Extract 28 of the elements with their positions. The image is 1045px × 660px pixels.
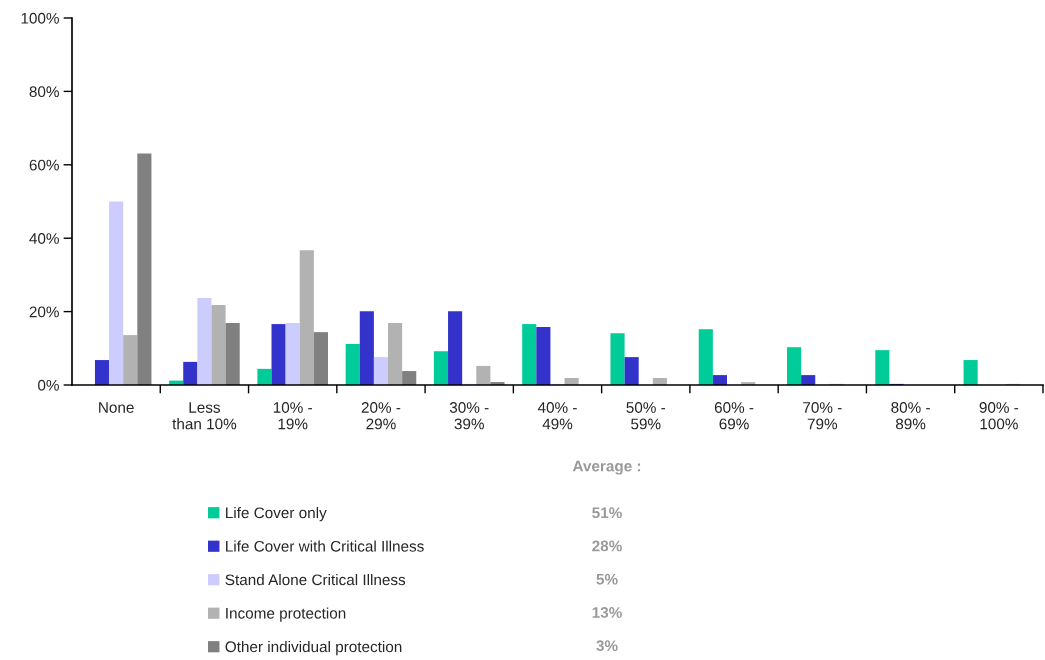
- legend-label: Life Cover with Critical Illness: [226, 540, 424, 552]
- text: 13%: [592, 607, 622, 618]
- legend-label: Other individual protection: [225, 640, 402, 656]
- x-tick-label: 80% - 89%: [891, 402, 930, 430]
- y-tick-label: 40%: [29, 233, 59, 244]
- x-tick-label: 40% - 49%: [537, 402, 577, 430]
- legend-label: Stand Alone Critical Illness: [225, 573, 406, 586]
- x-tick-label: 10% - 19%: [273, 402, 312, 430]
- x-tick-label: 30% - 39%: [449, 402, 489, 430]
- x-tick-label: Less than 10%: [172, 402, 237, 430]
- text: Average :: [572, 460, 641, 475]
- x-tick-label: 60% - 69%: [714, 402, 754, 430]
- y-tick-label: 60%: [29, 159, 59, 171]
- text: 5%: [596, 573, 618, 585]
- x-tick-label: 20% - 29%: [361, 402, 401, 430]
- x-tick-label: None: [99, 402, 134, 413]
- text: 3%: [596, 640, 618, 652]
- legend-label: Income protection: [226, 607, 346, 622]
- y-tick-label: 0%: [38, 379, 59, 391]
- legend-label: Life Cover only: [226, 507, 327, 522]
- x-tick-label: 90% - 100%: [979, 402, 1019, 430]
- text: 28%: [592, 540, 622, 552]
- y-tick-label: 100%: [21, 12, 59, 24]
- x-tick-label: 50% - 59%: [626, 402, 666, 430]
- x-tick-label: 70% - 79%: [803, 402, 842, 430]
- y-tick-label: 20%: [29, 306, 59, 318]
- y-tick-label: 80%: [29, 86, 59, 98]
- text: 51%: [592, 507, 622, 519]
